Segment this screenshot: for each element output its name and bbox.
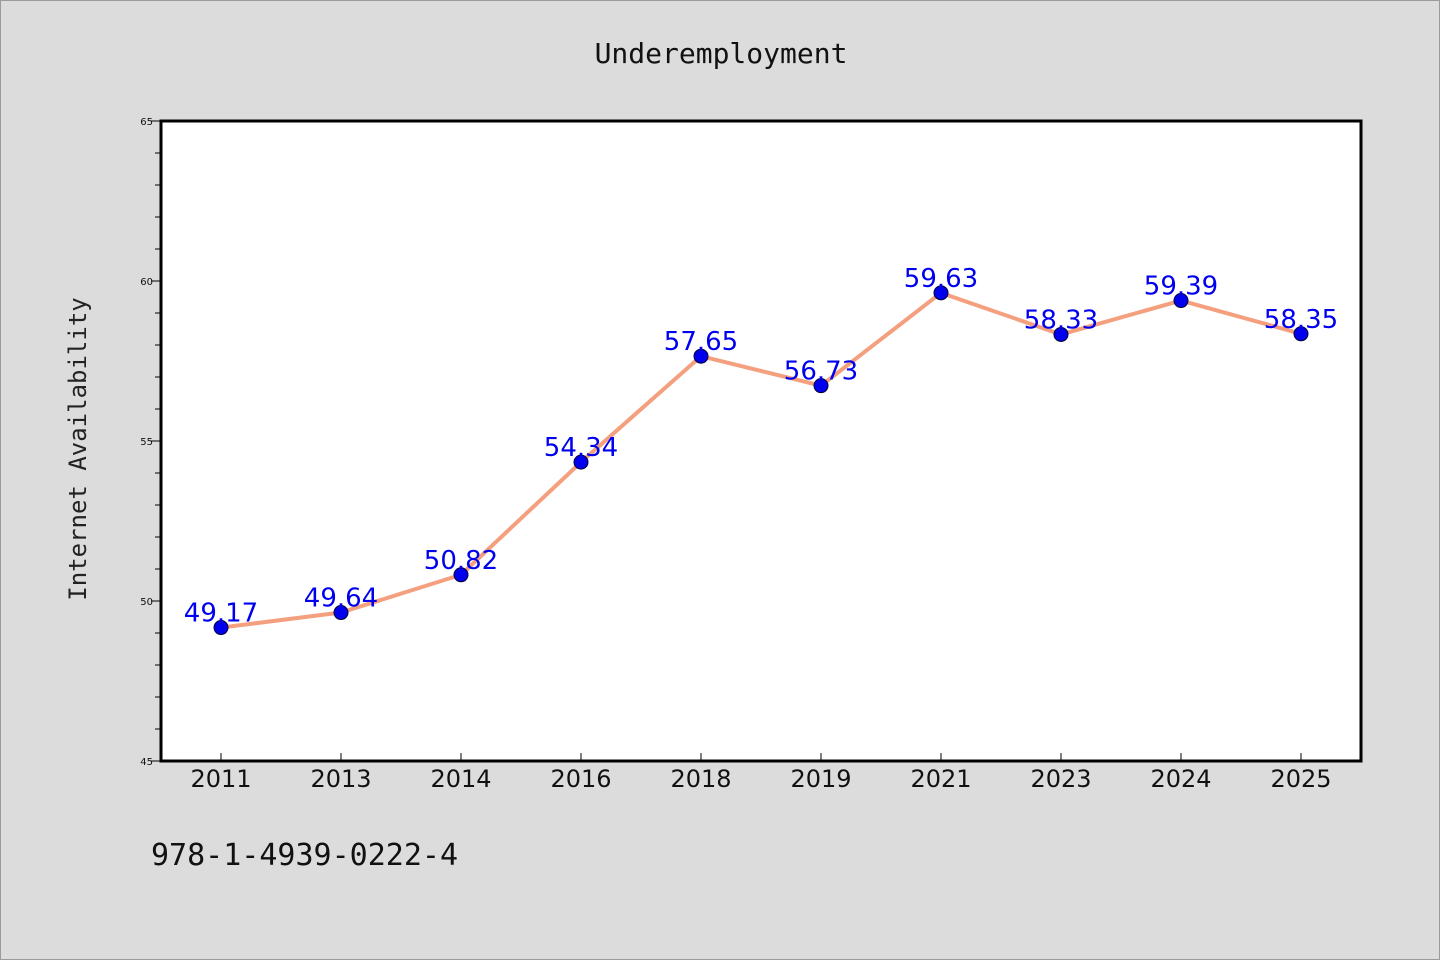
x-tick-label: 2013 <box>310 765 371 793</box>
data-label: 56.73 <box>784 357 858 387</box>
series-line <box>219 290 1303 630</box>
y-tick-label: 65 <box>140 117 153 128</box>
data-point <box>453 567 469 583</box>
x-tick-label: 2023 <box>1030 765 1091 793</box>
x-tick-label: 2024 <box>1150 765 1211 793</box>
data-label: 58.33 <box>1024 305 1098 335</box>
data-label: 54.34 <box>544 433 618 463</box>
x-tick-label: 2011 <box>190 765 251 793</box>
data-point <box>213 620 229 636</box>
data-label: 50.82 <box>424 546 498 576</box>
y-tick-label: 60 <box>140 277 153 288</box>
x-tick-label: 2018 <box>670 765 731 793</box>
data-point <box>693 348 709 364</box>
data-label: 59.63 <box>904 264 978 294</box>
x-tick-label: 2019 <box>790 765 851 793</box>
data-point <box>1053 326 1069 342</box>
data-point <box>813 378 829 394</box>
x-tick-label: 2014 <box>430 765 491 793</box>
data-point <box>573 454 589 470</box>
plot-area <box>159 119 1363 763</box>
data-label: 49.17 <box>184 599 258 629</box>
y-tick-label: 55 <box>140 437 153 448</box>
data-label: 59.39 <box>1144 272 1218 302</box>
data-point <box>1293 326 1309 342</box>
data-point <box>333 605 349 621</box>
y-tick-label: 50 <box>140 597 153 608</box>
data-label: 49.64 <box>304 584 378 614</box>
chart-title: Underemployment <box>595 37 848 70</box>
data-point <box>1173 293 1189 309</box>
y-tick-label: 45 <box>140 757 153 768</box>
data-label: 58.35 <box>1264 305 1338 335</box>
data-label: 57.65 <box>664 327 738 357</box>
isbn-text: 978-1-4939-0222-4 <box>151 838 458 873</box>
y-axis-label: Internet Availability <box>64 297 92 600</box>
data-point <box>933 285 949 301</box>
series: 49.17 49.64 50.82 54.34 57.65 56.73 59.63 58.33… <box>184 264 1338 636</box>
x-tick-label: 2021 <box>910 765 971 793</box>
x-tick-label: 2025 <box>1270 765 1331 793</box>
x-axis: 2011 2013 2014 2016 2018 2019 2021 2023 2024 2025 <box>190 753 1332 793</box>
x-tick-label: 2016 <box>550 765 611 793</box>
y-axis: 45 50 55 60 65 <box>140 117 161 768</box>
